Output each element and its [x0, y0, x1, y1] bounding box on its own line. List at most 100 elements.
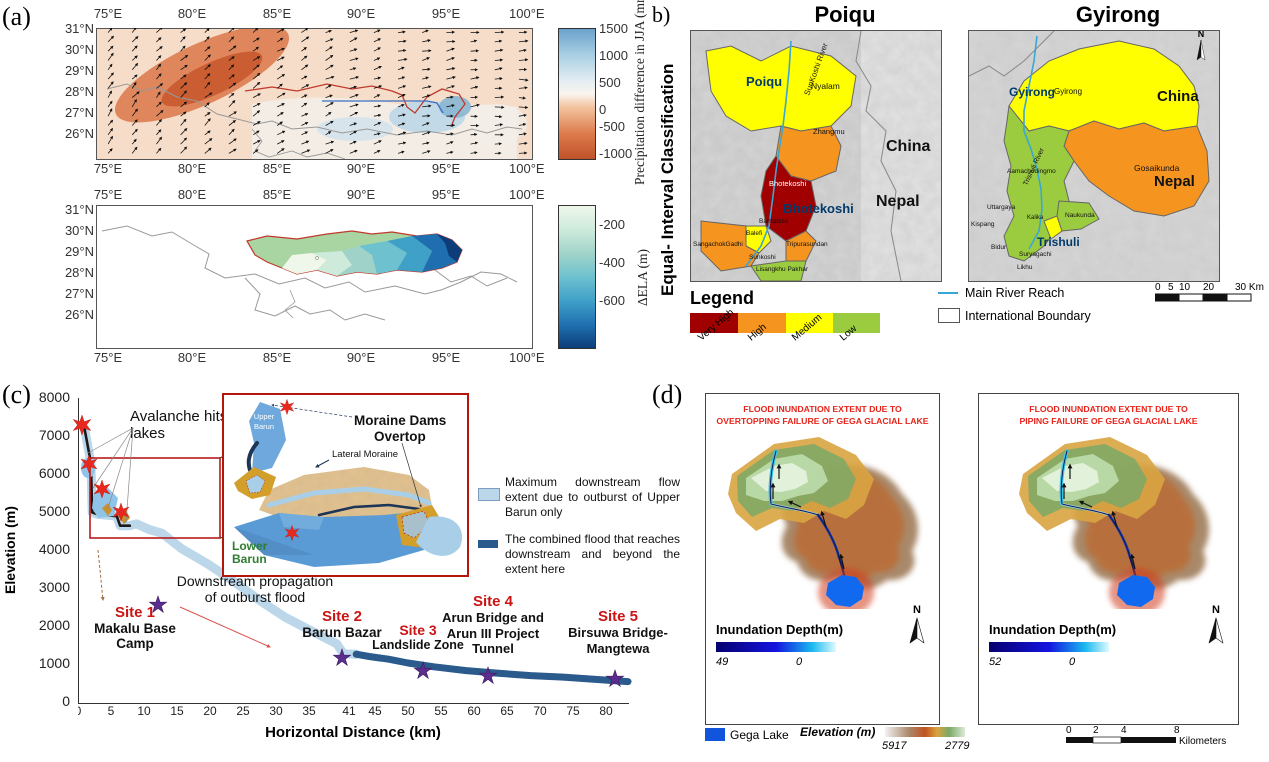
svg-text:-200: -200	[599, 217, 625, 232]
svg-text:N: N	[1212, 604, 1220, 616]
svg-text:95°E: 95°E	[432, 161, 461, 176]
svg-text:50: 50	[401, 704, 415, 718]
svg-text:2: 2	[1093, 725, 1099, 736]
svg-text:5: 5	[108, 704, 115, 718]
svg-text:0: 0	[78, 704, 82, 718]
svg-text:Suryagachi: Suryagachi	[1019, 251, 1052, 258]
svg-text:Upper: Upper	[254, 412, 275, 421]
svg-text:25: 25	[236, 704, 250, 718]
svg-text:80°E: 80°E	[178, 161, 207, 176]
svg-text:31°N: 31°N	[65, 22, 94, 36]
svg-text:4000: 4000	[39, 541, 70, 557]
svg-text:-1000: -1000	[599, 146, 632, 161]
svg-text:100°E: 100°E	[509, 187, 545, 202]
svg-text:5000: 5000	[39, 503, 70, 519]
svg-text:90°E: 90°E	[347, 161, 376, 176]
svg-text:500: 500	[599, 75, 621, 90]
svg-text:30 Km: 30 Km	[1235, 282, 1264, 293]
svg-text:0: 0	[62, 693, 70, 709]
svg-text:30°N: 30°N	[65, 42, 94, 57]
svg-text:Kalika: Kalika	[1027, 215, 1044, 221]
svg-text:28°N: 28°N	[65, 84, 94, 99]
svg-text:Bhotekoshi: Bhotekoshi	[769, 179, 806, 188]
svg-text:85°E: 85°E	[263, 350, 292, 365]
svg-text:27°N: 27°N	[65, 105, 94, 120]
svg-text:95°E: 95°E	[432, 187, 461, 202]
svg-text:100°E: 100°E	[509, 6, 545, 21]
svg-text:-400: -400	[599, 255, 625, 270]
svg-text:90°E: 90°E	[347, 350, 376, 365]
svg-text:0: 0	[1066, 725, 1072, 736]
svg-text:55: 55	[434, 704, 448, 718]
svg-text:Bidur: Bidur	[991, 244, 1007, 251]
svg-text:35: 35	[302, 704, 316, 718]
svg-text:70: 70	[533, 704, 547, 718]
svg-text:2000: 2000	[39, 617, 70, 633]
svg-text:75°E: 75°E	[94, 6, 123, 21]
svg-text:90°E: 90°E	[347, 6, 376, 21]
svg-text:Tripurasundan: Tripurasundan	[786, 241, 828, 248]
svg-text:Gyirong: Gyirong	[1054, 87, 1082, 96]
svg-text:26°N: 26°N	[65, 307, 94, 322]
svg-text:-500: -500	[599, 119, 625, 134]
svg-text:85°E: 85°E	[263, 187, 292, 202]
svg-text:Nepal: Nepal	[1154, 173, 1195, 190]
svg-text:27°N: 27°N	[65, 286, 94, 301]
svg-text:Poiqu: Poiqu	[746, 74, 782, 89]
svg-text:Overtop: Overtop	[374, 429, 426, 444]
svg-text:90°E: 90°E	[347, 187, 376, 202]
svg-text:China: China	[1157, 88, 1199, 105]
svg-text:4: 4	[1121, 725, 1127, 736]
svg-text:Kilometers: Kilometers	[1179, 736, 1226, 747]
svg-text:75°E: 75°E	[94, 350, 123, 365]
svg-text:Balefi: Balefi	[746, 230, 762, 237]
svg-text:Kispang: Kispang	[971, 221, 995, 228]
svg-text:SangachokGadhi: SangachokGadhi	[693, 241, 743, 248]
svg-text:26°N: 26°N	[65, 126, 94, 141]
svg-text:8000: 8000	[39, 390, 70, 405]
svg-text:Sunkoshi: Sunkoshi	[749, 254, 776, 261]
svg-text:80°E: 80°E	[178, 187, 207, 202]
svg-text:1000: 1000	[599, 48, 628, 63]
svg-text:75: 75	[566, 704, 580, 718]
svg-text:6000: 6000	[39, 465, 70, 481]
svg-text:Moraine Dams: Moraine Dams	[354, 413, 446, 428]
svg-text:1500: 1500	[599, 21, 628, 36]
svg-text:45: 45	[368, 704, 382, 718]
svg-text:7000: 7000	[39, 427, 70, 443]
svg-text:60: 60	[467, 704, 481, 718]
svg-text:Nyalam: Nyalam	[811, 81, 840, 91]
svg-text:80°E: 80°E	[178, 350, 207, 365]
svg-text:Likhu: Likhu	[1017, 264, 1033, 271]
svg-text:Zhangmu: Zhangmu	[813, 127, 845, 136]
svg-text:China: China	[886, 138, 931, 155]
svg-text:10: 10	[137, 704, 151, 718]
svg-text:1000: 1000	[39, 655, 70, 671]
svg-text:75°E: 75°E	[94, 161, 123, 176]
svg-text:85°E: 85°E	[263, 6, 292, 21]
svg-text:31°N: 31°N	[65, 203, 94, 217]
svg-text:30: 30	[269, 704, 283, 718]
svg-text:-600: -600	[599, 293, 625, 308]
svg-text:N: N	[1198, 31, 1205, 39]
svg-text:Nepal: Nepal	[876, 193, 920, 210]
svg-text:Barhabise: Barhabise	[759, 218, 789, 225]
svg-text:Barun: Barun	[232, 552, 267, 566]
svg-text:65: 65	[500, 704, 514, 718]
svg-text:Lower: Lower	[232, 539, 268, 553]
svg-text:Uttargaya: Uttargaya	[987, 204, 1016, 211]
svg-text:0: 0	[599, 102, 606, 117]
svg-text:29°N: 29°N	[65, 244, 94, 259]
svg-text:30°N: 30°N	[65, 223, 94, 238]
svg-text:Bhotekoshi: Bhotekoshi	[783, 201, 854, 216]
svg-text:Lateral Moraine: Lateral Moraine	[332, 449, 398, 460]
svg-text:Naukunda: Naukunda	[1065, 212, 1095, 219]
svg-text:Gyirong: Gyirong	[1009, 85, 1055, 99]
svg-text:5: 5	[1168, 282, 1174, 293]
svg-text:95°E: 95°E	[432, 350, 461, 365]
svg-text:100°E: 100°E	[509, 161, 545, 176]
svg-text:41: 41	[342, 704, 356, 718]
svg-text:20: 20	[1203, 282, 1215, 293]
svg-text:95°E: 95°E	[432, 6, 461, 21]
svg-text:20: 20	[203, 704, 217, 718]
